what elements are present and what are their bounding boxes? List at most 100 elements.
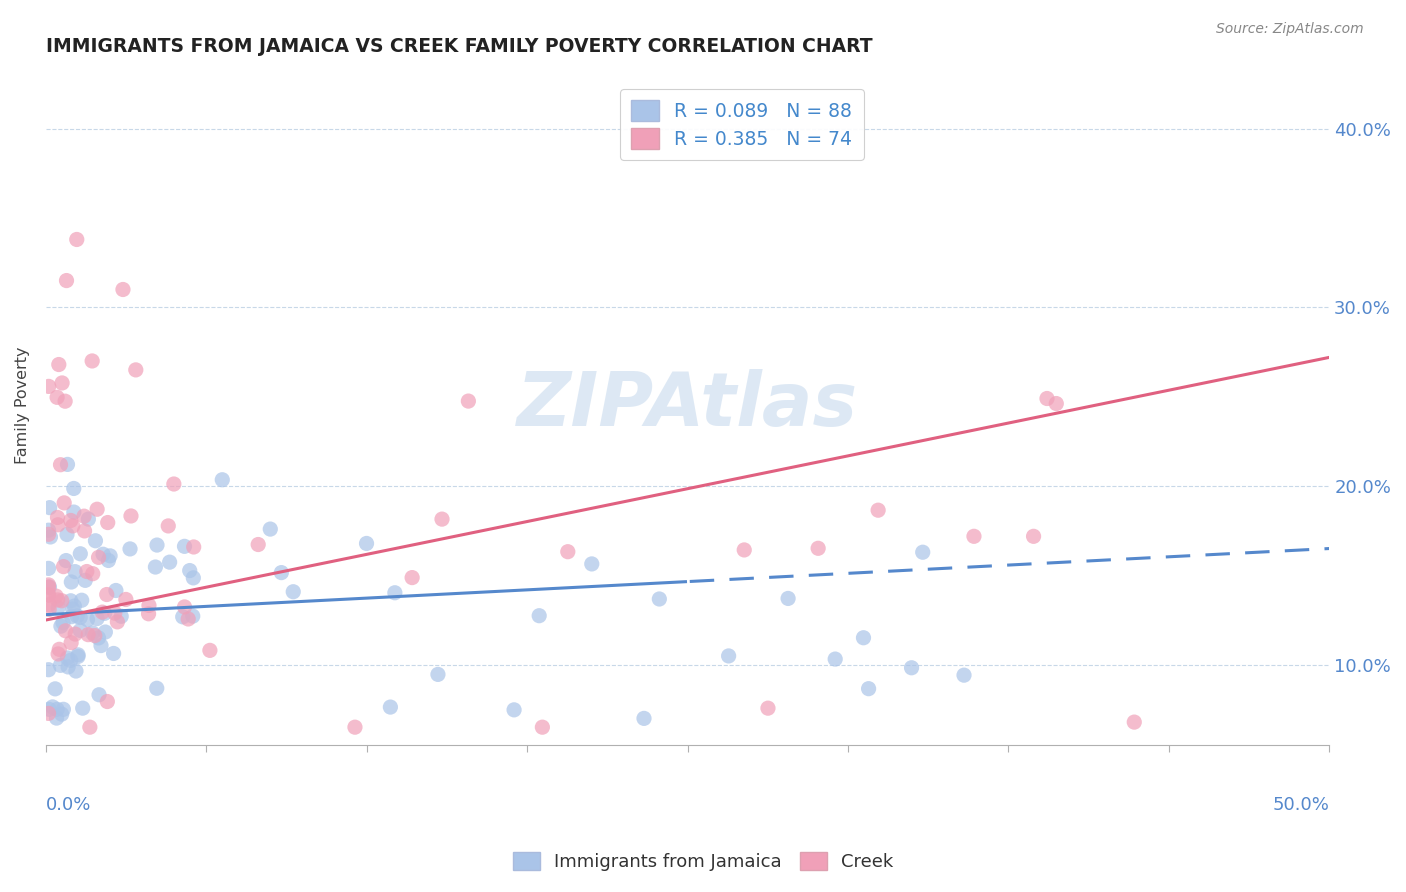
- Point: [96, 588, 118, 602]
- Point: [118, 541, 141, 556]
- Point: [56, 660, 79, 674]
- Point: [55, 274, 77, 288]
- Point: [110, 609, 132, 624]
- Point: [45, 589, 67, 603]
- Point: [76, 565, 98, 579]
- Point: [125, 363, 148, 377]
- Point: [52, 615, 75, 630]
- Point: [172, 610, 194, 624]
- Point: [91, 547, 114, 561]
- Point: [38, 580, 60, 594]
- Point: [38, 602, 60, 616]
- Point: [77, 627, 100, 641]
- Point: [46, 390, 69, 404]
- Point: [49, 619, 72, 633]
- Point: [52, 702, 75, 716]
- Point: [52, 559, 75, 574]
- Point: [38, 598, 60, 612]
- Point: [283, 584, 305, 599]
- Point: [73, 524, 96, 538]
- Point: [53, 394, 76, 409]
- Point: [581, 557, 603, 571]
- Point: [733, 543, 755, 558]
- Point: [527, 608, 550, 623]
- Point: [38, 588, 60, 602]
- Point: [380, 700, 402, 714]
- Point: [1123, 715, 1146, 730]
- Point: [756, 701, 779, 715]
- Point: [46, 510, 69, 524]
- Point: [65, 664, 87, 678]
- Point: [87, 550, 110, 565]
- Point: [46, 702, 69, 716]
- Point: [259, 522, 281, 536]
- Point: [38, 500, 60, 515]
- Point: [1036, 392, 1059, 406]
- Point: [59, 594, 82, 608]
- Point: [159, 555, 181, 569]
- Point: [103, 647, 125, 661]
- Point: [93, 607, 115, 621]
- Point: [633, 711, 655, 725]
- Point: [60, 636, 83, 650]
- Point: [211, 473, 233, 487]
- Point: [173, 599, 195, 614]
- Point: [98, 549, 121, 563]
- Point: [426, 667, 449, 681]
- Point: [72, 701, 94, 715]
- Point: [503, 703, 526, 717]
- Point: [63, 627, 86, 641]
- Point: [778, 591, 800, 606]
- Point: [38, 527, 60, 541]
- Point: [138, 599, 160, 613]
- Point: [157, 519, 180, 533]
- Point: [69, 624, 91, 638]
- Point: [63, 505, 86, 519]
- Point: [648, 592, 671, 607]
- Point: [247, 537, 270, 551]
- Point: [146, 538, 169, 552]
- Text: ZIPAtlas: ZIPAtlas: [517, 369, 858, 442]
- Point: [69, 610, 91, 624]
- Point: [59, 513, 82, 527]
- Point: [62, 482, 84, 496]
- Point: [70, 593, 93, 607]
- Point: [56, 651, 79, 665]
- Point: [63, 599, 86, 613]
- Point: [44, 681, 66, 696]
- Point: [173, 539, 195, 553]
- Point: [86, 611, 108, 625]
- Point: [91, 605, 114, 619]
- Point: [55, 624, 77, 638]
- Point: [87, 688, 110, 702]
- Point: [66, 232, 89, 246]
- Point: [48, 358, 70, 372]
- Point: [97, 553, 120, 567]
- Point: [94, 625, 117, 640]
- Point: [953, 668, 976, 682]
- Point: [430, 512, 453, 526]
- Y-axis label: Family Poverty: Family Poverty: [15, 347, 30, 465]
- Point: [38, 702, 60, 716]
- Point: [51, 593, 73, 607]
- Point: [457, 394, 479, 409]
- Text: IMMIGRANTS FROM JAMAICA VS CREEK FAMILY POVERTY CORRELATION CHART: IMMIGRANTS FROM JAMAICA VS CREEK FAMILY …: [46, 37, 873, 56]
- Point: [46, 593, 69, 607]
- Point: [60, 574, 83, 589]
- Point: [46, 517, 69, 532]
- Point: [96, 694, 118, 708]
- Point: [62, 519, 84, 533]
- Point: [75, 574, 97, 588]
- Point: [46, 647, 69, 661]
- Point: [179, 564, 201, 578]
- Point: [56, 458, 79, 472]
- Point: [82, 354, 104, 368]
- Point: [49, 458, 72, 472]
- Point: [38, 588, 60, 602]
- Point: [858, 681, 880, 696]
- Point: [198, 643, 221, 657]
- Point: [104, 583, 127, 598]
- Point: [138, 607, 160, 621]
- Point: [45, 711, 67, 725]
- Point: [90, 639, 112, 653]
